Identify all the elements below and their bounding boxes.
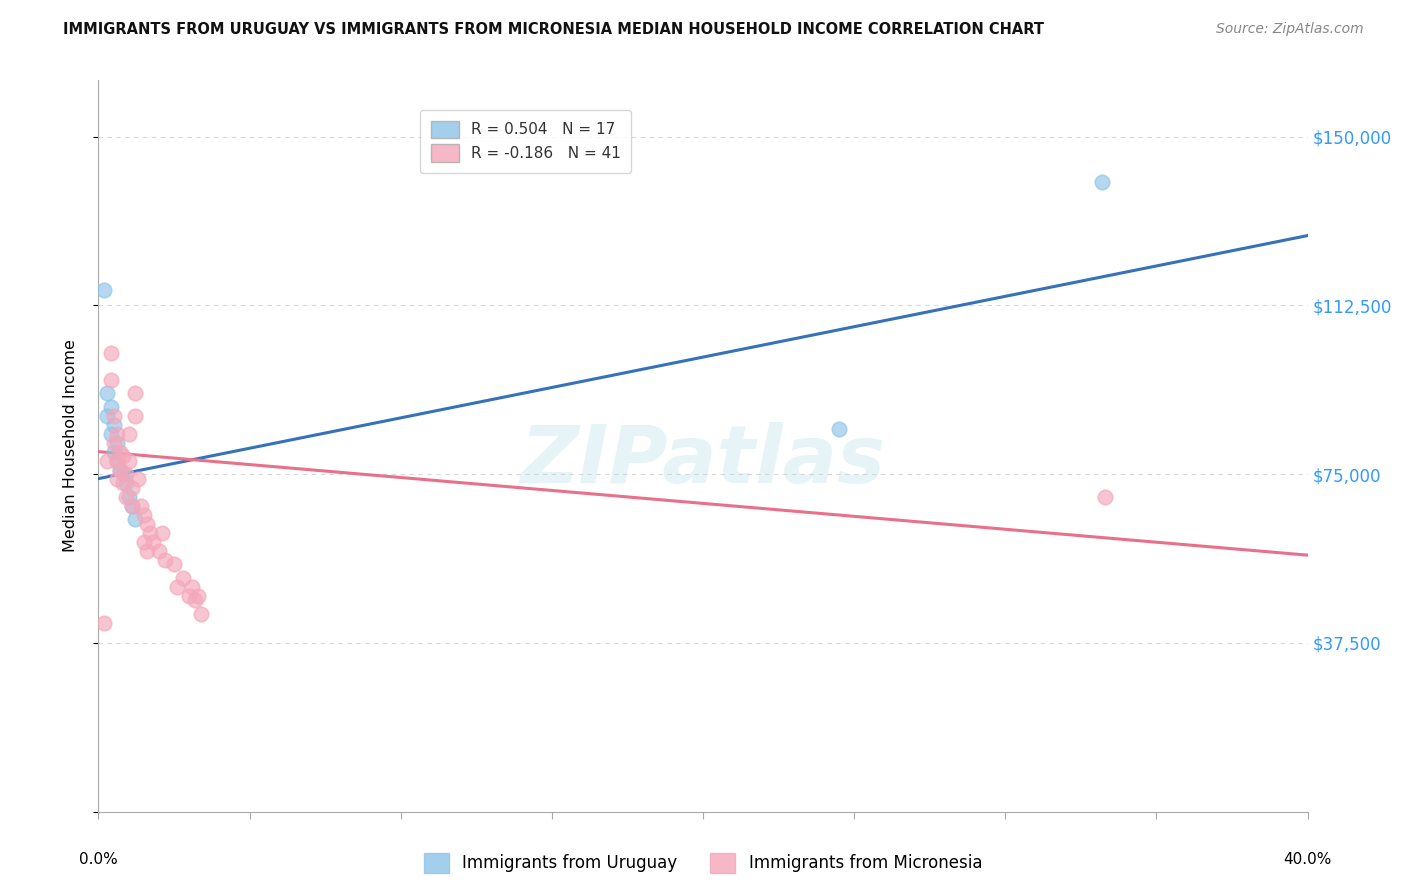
Y-axis label: Median Household Income: Median Household Income: [63, 340, 77, 552]
Point: [129, 499, 152, 513]
Point: [93, 283, 115, 297]
Point: [153, 552, 176, 566]
Point: [100, 400, 122, 414]
Point: [172, 571, 194, 585]
Point: [118, 490, 141, 504]
Point: [121, 499, 143, 513]
Point: [118, 426, 141, 441]
Point: [179, 589, 201, 603]
Point: [108, 462, 131, 476]
Point: [96, 386, 118, 401]
Text: 0.0%: 0.0%: [79, 852, 118, 867]
Point: [184, 593, 207, 607]
Point: [103, 444, 125, 458]
Point: [1094, 490, 1116, 504]
Point: [127, 472, 149, 486]
Legend: Immigrants from Uruguay, Immigrants from Micronesia: Immigrants from Uruguay, Immigrants from…: [418, 847, 988, 880]
Point: [108, 444, 131, 458]
Point: [142, 534, 165, 549]
Point: [135, 516, 157, 531]
Point: [190, 607, 212, 621]
Point: [93, 615, 115, 630]
Point: [132, 534, 155, 549]
Point: [132, 508, 155, 522]
Text: 40.0%: 40.0%: [1284, 852, 1331, 867]
Point: [118, 453, 141, 467]
Point: [114, 490, 136, 504]
Point: [111, 467, 134, 482]
Point: [105, 472, 128, 486]
Point: [124, 386, 146, 401]
Point: [1091, 175, 1114, 189]
Point: [100, 426, 122, 441]
Point: [108, 462, 131, 476]
Legend: R = 0.504   N = 17, R = -0.186   N = 41: R = 0.504 N = 17, R = -0.186 N = 41: [420, 110, 631, 173]
Point: [105, 453, 128, 467]
Point: [163, 557, 186, 571]
Text: IMMIGRANTS FROM URUGUAY VS IMMIGRANTS FROM MICRONESIA MEDIAN HOUSEHOLD INCOME CO: IMMIGRANTS FROM URUGUAY VS IMMIGRANTS FR…: [63, 22, 1045, 37]
Point: [121, 499, 143, 513]
Point: [124, 512, 146, 526]
Point: [111, 476, 134, 491]
Point: [828, 422, 851, 436]
Point: [121, 481, 143, 495]
Point: [96, 409, 118, 423]
Point: [100, 345, 122, 359]
Point: [187, 589, 209, 603]
Point: [148, 543, 170, 558]
Point: [139, 525, 162, 540]
Point: [103, 417, 125, 432]
Point: [103, 409, 125, 423]
Point: [135, 543, 157, 558]
Point: [103, 435, 125, 450]
Point: [114, 476, 136, 491]
Point: [111, 449, 134, 463]
Point: [105, 426, 128, 441]
Text: Source: ZipAtlas.com: Source: ZipAtlas.com: [1216, 22, 1364, 37]
Point: [124, 409, 146, 423]
Point: [181, 580, 204, 594]
Point: [100, 373, 122, 387]
Point: [150, 525, 173, 540]
Point: [105, 453, 128, 467]
Point: [166, 580, 188, 594]
Text: ZIPatlas: ZIPatlas: [520, 422, 886, 500]
Point: [96, 453, 118, 467]
Point: [105, 435, 128, 450]
Point: [114, 467, 136, 482]
